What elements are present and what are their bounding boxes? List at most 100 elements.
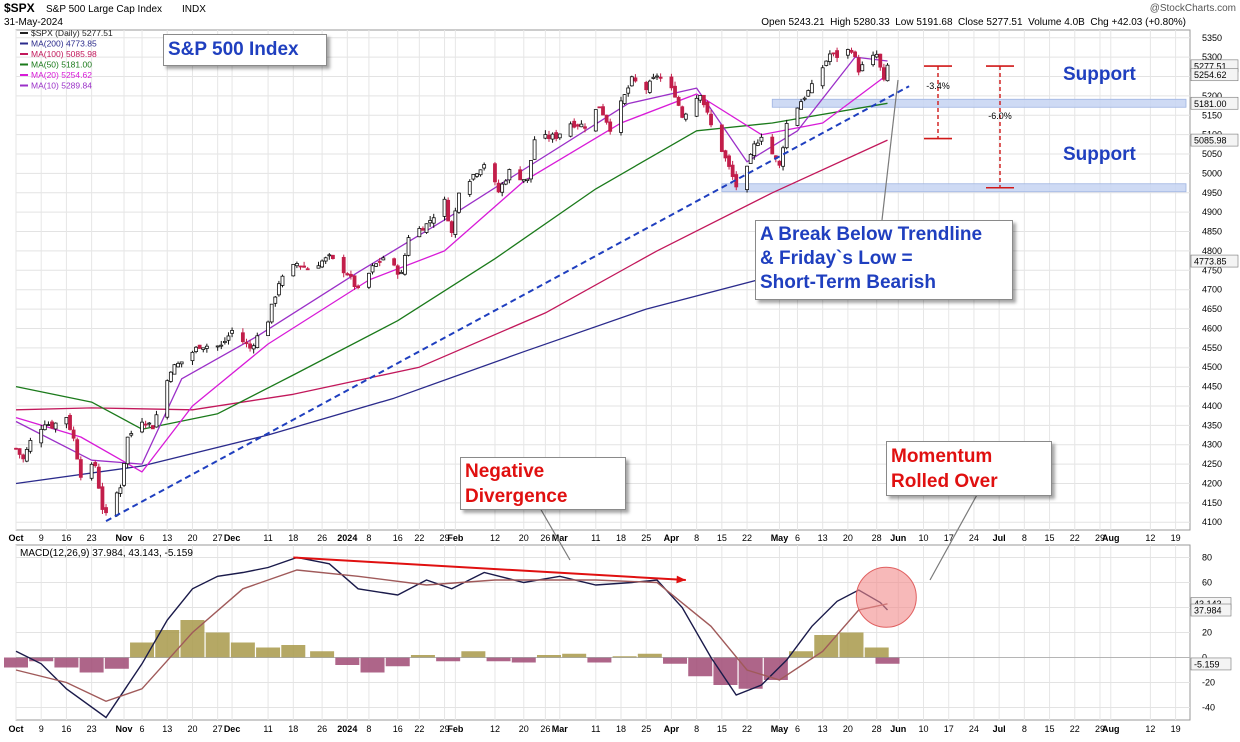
x-tick-label-bottom: 12 <box>1145 724 1155 734</box>
candle-body <box>723 150 728 159</box>
price-tick-label: 4150 <box>1202 498 1222 508</box>
price-tick-label: 4900 <box>1202 207 1222 217</box>
candle-body <box>377 261 382 263</box>
x-tick-label: 15 <box>1045 533 1055 543</box>
x-tick-label: 22 <box>742 533 752 543</box>
x-tick-label-bottom: 25 <box>641 724 651 734</box>
x-tick-label-bottom: 20 <box>519 724 529 734</box>
candle-body <box>176 362 180 368</box>
x-tick-label-bottom: 6 <box>140 724 145 734</box>
x-tick-label-bottom: 29 <box>440 724 450 734</box>
x-tick-label: Nov <box>116 533 133 543</box>
candle-body <box>701 94 706 106</box>
candle-body <box>719 124 724 152</box>
candle-body <box>222 341 227 344</box>
candle-body <box>730 164 735 177</box>
candle-body <box>46 424 51 426</box>
x-tick-label-bottom: Dec <box>224 724 241 734</box>
candle-body <box>129 433 134 436</box>
price-tag-box <box>1190 254 1239 268</box>
candle-body <box>478 169 483 176</box>
candle-body <box>806 90 811 97</box>
x-tick-label: 22 <box>414 533 424 543</box>
x-tick-label-bottom: Nov <box>116 724 133 734</box>
x-tick-label: 22 <box>1070 533 1080 543</box>
x-tick-label: 15 <box>717 533 727 543</box>
candle-body <box>781 147 785 167</box>
price-tick-label: 4700 <box>1202 285 1222 295</box>
candle-body <box>745 165 749 191</box>
candle-body <box>327 254 332 257</box>
macd-histogram-bar <box>562 653 587 658</box>
candle-body <box>417 228 422 238</box>
candle-body <box>320 260 325 268</box>
candle-body <box>323 257 328 262</box>
x-tick-label-bottom: 8 <box>1022 724 1027 734</box>
break-callout-line-3: Short-Term Bearish <box>760 272 936 293</box>
measure-label-long: -6.0% <box>988 111 1012 121</box>
candle-body <box>521 179 526 182</box>
candle-body <box>255 335 260 348</box>
candle-body <box>557 133 562 139</box>
candle-body <box>845 49 850 56</box>
candle-body <box>601 106 605 116</box>
macd-histogram-bar <box>875 657 900 664</box>
candle-body <box>179 361 184 365</box>
candle-body <box>201 347 206 350</box>
candle-body <box>680 106 685 118</box>
x-tick-label: 11 <box>591 533 600 543</box>
divergence-arrow-line <box>293 556 686 581</box>
legend-entry: MA(20) 5254.62 <box>31 70 92 80</box>
candle-body <box>493 163 497 183</box>
candle-body <box>748 153 753 164</box>
x-tick-label-bottom: 26 <box>317 724 327 734</box>
x-tick-label: 28 <box>872 533 882 543</box>
x-tick-label: Mar <box>552 533 569 543</box>
candle-body <box>374 263 379 267</box>
macd-histogram-bar <box>335 657 360 665</box>
candle-body <box>280 275 285 286</box>
candle-body <box>802 97 807 100</box>
candle-body <box>446 199 451 222</box>
macd-histogram-bar <box>688 657 713 677</box>
candle-body <box>294 263 299 267</box>
x-tick-label-bottom: 13 <box>162 724 172 734</box>
x-tick-label-bottom: 8 <box>366 724 371 734</box>
candle-body <box>629 76 634 87</box>
x-tick-label: 12 <box>490 533 500 543</box>
macd-histogram-bar <box>436 657 461 662</box>
candle-body <box>759 136 764 142</box>
macd-tick-label: 80 <box>1202 553 1212 563</box>
macd-histogram-bar <box>360 657 385 673</box>
candle-body <box>21 454 26 460</box>
candle-body <box>575 124 580 127</box>
x-tick-label-bottom: 22 <box>414 724 424 734</box>
price-tick-label: 4500 <box>1202 362 1222 372</box>
price-tick-label: 5350 <box>1202 33 1222 43</box>
divergence-callout-pointer <box>539 507 571 561</box>
x-tick-label-bottom: 13 <box>818 724 828 734</box>
ma-line-MA200 <box>15 260 888 485</box>
candle-body <box>543 134 548 139</box>
divergence-callout: Negative Divergence <box>460 457 626 510</box>
x-tick-label: 8 <box>694 533 699 543</box>
candle-body <box>554 132 559 139</box>
candle-body <box>125 436 130 465</box>
break-callout-line-1: A Break Below Trendline <box>760 224 983 245</box>
x-tick-label-bottom: 16 <box>393 724 403 734</box>
candle-body <box>655 75 659 78</box>
x-tick-label-bottom: 11 <box>263 724 272 734</box>
macd-tag-value: 37.984 <box>1194 606 1222 616</box>
candle-body <box>251 345 256 350</box>
x-tick-label-bottom: 16 <box>61 724 71 734</box>
x-tick-label-bottom: 6 <box>795 724 800 734</box>
candle-body <box>24 449 29 462</box>
macd-histogram-bar <box>310 651 335 658</box>
x-tick-label: 10 <box>919 533 929 543</box>
candle-body <box>633 77 638 82</box>
price-tick-label: 4600 <box>1202 323 1222 333</box>
candle-body <box>316 265 321 269</box>
momentum-highlight-circle <box>855 566 917 628</box>
price-tick-label: 5150 <box>1202 110 1222 120</box>
